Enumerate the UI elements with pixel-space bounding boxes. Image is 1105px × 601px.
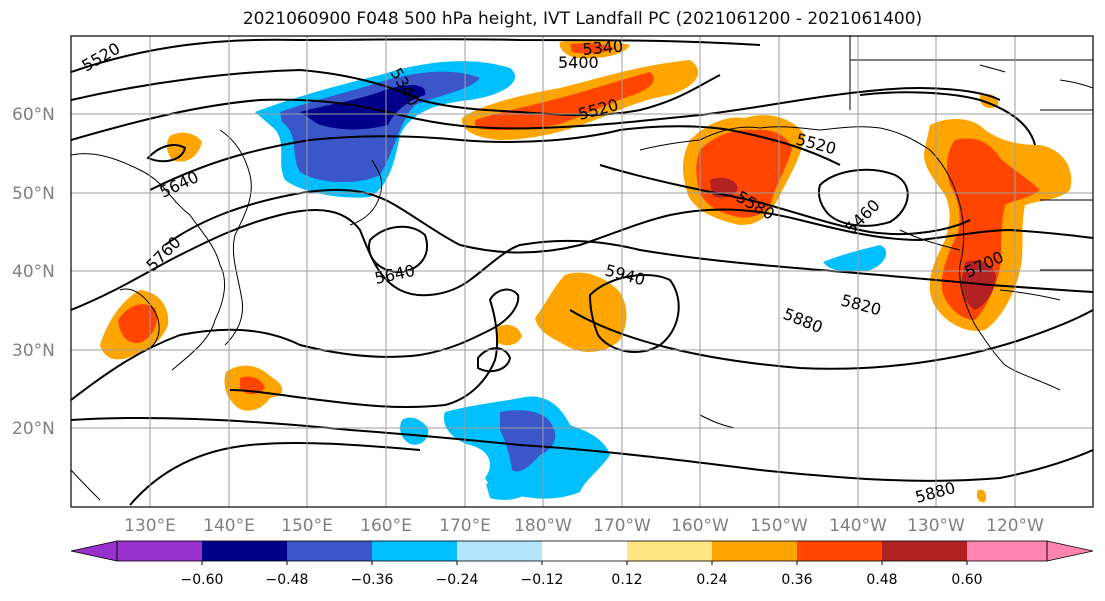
colorbar-segment	[797, 541, 882, 561]
lon-label: 130°W	[907, 516, 965, 536]
colorbar-ticks	[201, 561, 968, 565]
colorbar-segment	[712, 541, 797, 561]
lat-label: 60°N	[12, 105, 55, 125]
lon-label: 160°E	[360, 516, 412, 536]
coastlines	[71, 36, 1093, 501]
lat-label: 40°N	[12, 262, 55, 282]
lat-label: 30°N	[12, 341, 55, 361]
map-frame	[70, 35, 1094, 508]
colorbar-tick-label: 0.36	[781, 572, 812, 588]
colorbar-segment	[372, 541, 457, 561]
lon-label: 160°W	[671, 516, 729, 536]
map-title: 2021060900 F048 500 hPa height, IVT Land…	[242, 9, 923, 29]
lon-label: 170°E	[439, 516, 491, 536]
colorbar-tick-label: −0.60	[181, 572, 224, 588]
lon-label: 150°W	[750, 516, 808, 536]
colorbar-tick-label: 0.60	[951, 572, 982, 588]
contour-label: 5400	[558, 53, 599, 72]
colorbar-segment	[967, 541, 1047, 561]
colorbar-tick-label: −0.36	[351, 572, 394, 588]
lat-lon-grid	[71, 36, 1093, 507]
colorbar-tick-label: 0.48	[866, 572, 897, 588]
colorbar-tick-label: 0.12	[611, 572, 642, 588]
contour-label: 5340	[582, 37, 624, 59]
colorbar-segment	[882, 541, 967, 561]
colorbar-segment	[457, 541, 542, 561]
colorbar-tick-label: 0.24	[696, 572, 727, 588]
colorbar-segment	[542, 541, 627, 561]
colorbar-segment	[287, 541, 372, 561]
colorbar: −0.60 −0.48 −0.36 −0.24 −0.12 0.12 0.24 …	[70, 540, 1094, 588]
colorbar-tick-label: −0.12	[521, 572, 564, 588]
lon-label: 120°W	[986, 516, 1044, 536]
lon-label: 130°E	[124, 516, 176, 536]
colorbar-min-arrow	[70, 540, 118, 562]
lat-label: 50°N	[12, 184, 55, 204]
colorbar-tick-label: −0.48	[266, 572, 309, 588]
colorbar-segment	[117, 541, 202, 561]
longitude-labels: 130°E 140°E 150°E 160°E 170°E 180°W 170°…	[124, 516, 1044, 536]
lon-label: 150°E	[281, 516, 333, 536]
lon-label: 140°E	[203, 516, 255, 536]
lon-label: 170°W	[593, 516, 651, 536]
colorbar-frame	[116, 540, 1048, 562]
lon-label: 180°W	[514, 516, 572, 536]
lat-label: 20°N	[12, 419, 55, 439]
colorbar-max-arrow	[1046, 540, 1094, 562]
height-contours	[71, 38, 1093, 506]
colorbar-segment	[202, 541, 287, 561]
negative-anomaly-shading	[255, 61, 887, 500]
latitude-labels: 60°N 50°N 40°N 30°N 20°N	[12, 105, 55, 439]
lon-label: 140°W	[829, 516, 887, 536]
colorbar-segment	[627, 541, 712, 561]
colorbar-tick-label: −0.24	[436, 572, 479, 588]
